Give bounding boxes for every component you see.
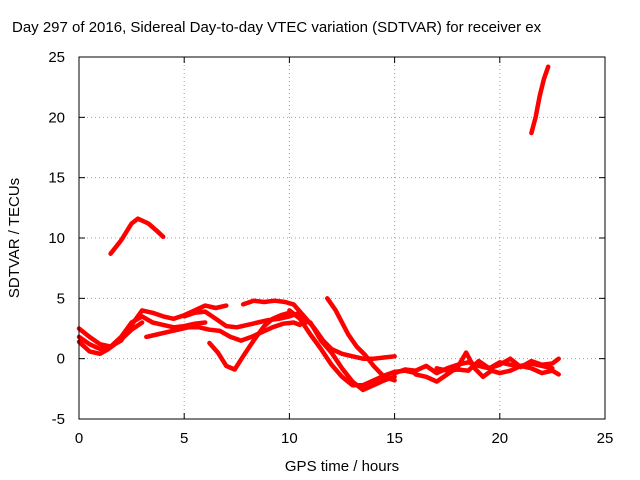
x-tick-label: 10: [281, 430, 298, 447]
series-arc-1: [76, 303, 229, 349]
x-tick-labels: 0 5 10 15 20 25: [75, 430, 614, 447]
y-tick-label: 0: [57, 351, 65, 368]
x-tick-label: 5: [180, 430, 188, 447]
y-axis-label: SDTVAR / TECUs: [6, 178, 23, 298]
x-tick-label: 25: [597, 430, 614, 447]
series-arc-3: [76, 320, 145, 357]
series-arc-14: [434, 356, 561, 373]
series-arc-13: [413, 350, 561, 384]
series-arc-15: [529, 64, 551, 136]
y-tick-label: 25: [48, 49, 65, 66]
x-tick-label: 0: [75, 430, 83, 447]
x-tick-label: 15: [386, 430, 403, 447]
x-tick-label: 20: [491, 430, 508, 447]
y-tick-label: -5: [52, 411, 65, 428]
y-tick-label: 5: [57, 290, 65, 307]
series-arc-4: [108, 216, 166, 256]
series-arc-11: [325, 296, 397, 383]
y-tick-label: 15: [48, 170, 65, 187]
grid: [79, 57, 605, 419]
y-tick-labels: -5 0 5 10 15 20 25: [48, 49, 65, 428]
series-arc-6: [181, 309, 303, 330]
ticks: [78, 56, 606, 420]
series-arc-5: [144, 320, 303, 343]
series-layer: [76, 64, 561, 393]
chart-title: Day 297 of 2016, Sidereal Day-to-day VTE…: [12, 19, 542, 36]
series-arc-10: [308, 320, 397, 393]
x-axis-label: GPS time / hours: [285, 458, 399, 475]
y-tick-label: 10: [48, 230, 65, 247]
y-tick-label: 20: [48, 109, 65, 126]
